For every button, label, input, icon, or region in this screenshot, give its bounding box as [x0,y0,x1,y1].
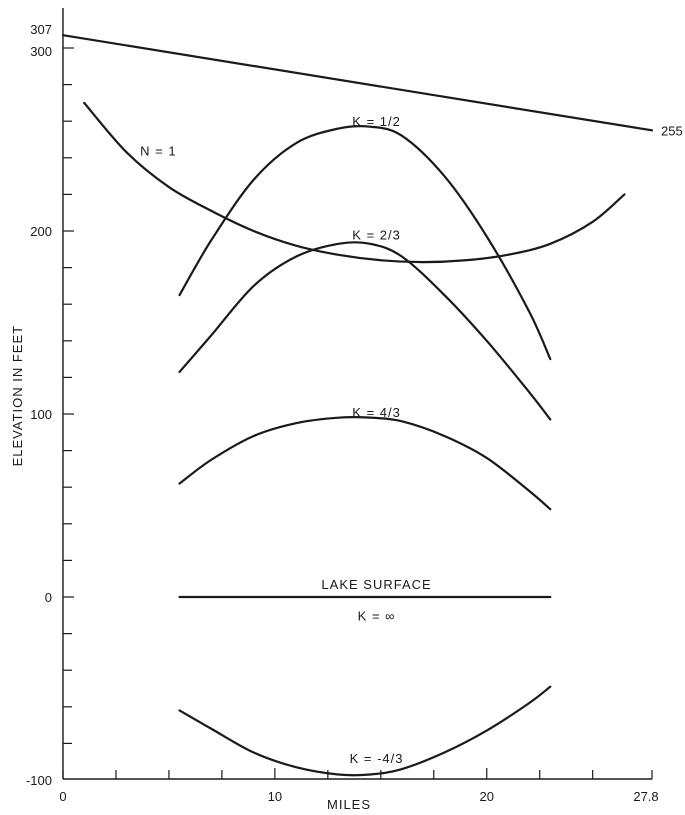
curve-n-1 [83,101,626,264]
y-tick-label: 0 [45,590,52,605]
curve-label: K = ∞ [358,608,396,623]
y-tick-label: 100 [30,407,52,422]
curves [61,34,654,777]
curve-label: K = 4/3 [352,405,401,420]
curve-k-4-3 [178,685,552,777]
x-tick-label: 27.8 [633,789,658,804]
lake-surface-label: LAKE SURFACE [321,577,431,592]
x-tick-label: 10 [268,789,282,804]
y-tick-label: 307 [30,22,52,37]
curve-label: K = 2/3 [352,228,401,243]
curve-k-4-3 [178,415,552,511]
curve-label: K = -4/3 [350,751,404,766]
x-axis-title: MILES [327,797,371,812]
x-tick-label: 20 [480,789,494,804]
curve-label: K = 1/2 [352,114,401,129]
curve-k-2-3 [178,241,552,421]
right-endpoint-label: 255 [661,123,683,138]
x-tick-label: 0 [59,789,66,804]
axis-ticks [62,47,653,779]
labels: 307 300 200 100 0 -100 0 10 20 27.8 255 MILES ELEVAT… [10,22,683,812]
curve-label: N = 1 [140,143,176,158]
curve-line-of-sight [61,34,654,132]
y-tick-label: 200 [30,224,52,239]
y-axis-title: ELEVATION IN FEET [10,325,25,466]
y-tick-label: -100 [26,773,52,788]
curve-k-1-2 [178,124,552,361]
y-tick-label: 300 [30,44,52,59]
axes [62,8,652,780]
